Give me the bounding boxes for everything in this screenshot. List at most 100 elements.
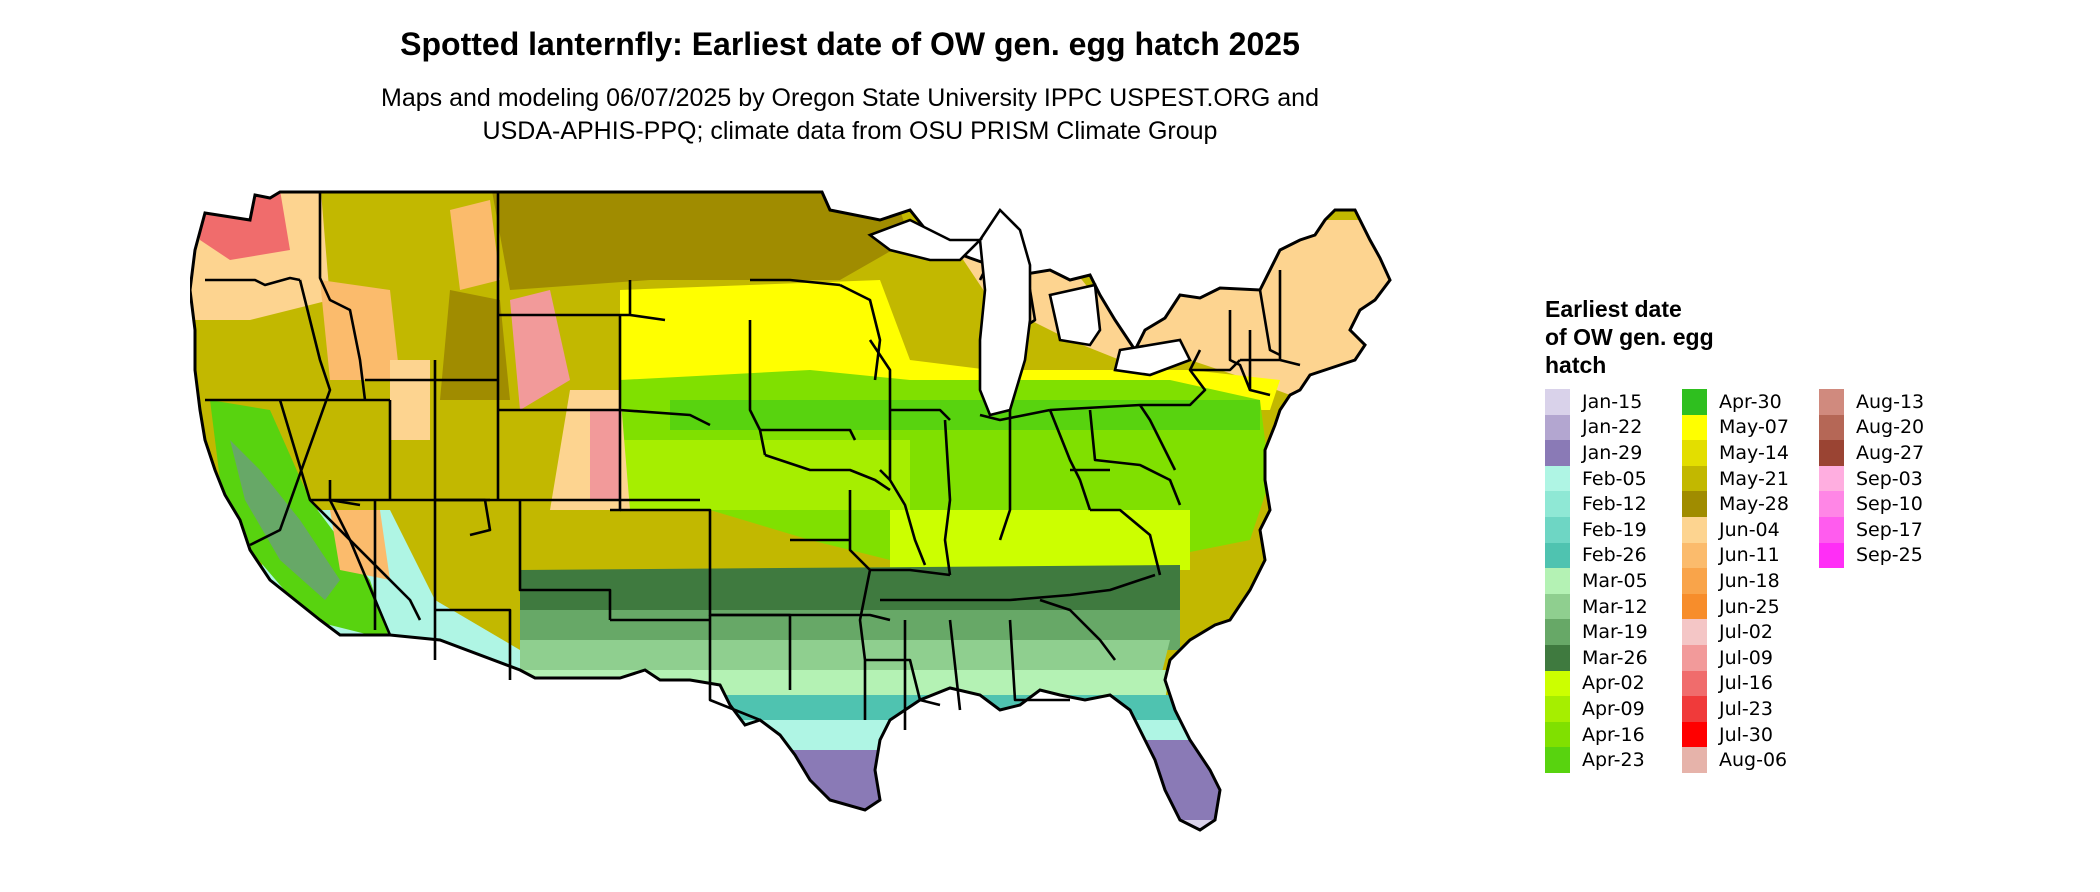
legend-label: Jul-16 bbox=[1719, 672, 1773, 695]
legend-item: Sep-10 bbox=[1819, 491, 1956, 517]
legend-item: May-21 bbox=[1682, 465, 1819, 492]
legend-swatch bbox=[1819, 389, 1844, 415]
legend-swatch bbox=[1545, 414, 1570, 441]
legend-label: Aug-13 bbox=[1856, 390, 1925, 413]
map-region bbox=[390, 360, 430, 440]
legend-item: Jan-15 bbox=[1545, 389, 1682, 415]
legend-swatch bbox=[1545, 440, 1570, 466]
legend-item: Jul-30 bbox=[1682, 721, 1819, 748]
legend-column: Jan-15 Jan-22 Jan-29 Feb-05 Feb-12 Feb-19 Feb-… bbox=[1545, 389, 1682, 773]
legend-label: Mar-12 bbox=[1582, 595, 1648, 618]
legend-swatch bbox=[1545, 516, 1570, 543]
legend-item: May-07 bbox=[1682, 414, 1819, 441]
legend-swatch bbox=[1682, 465, 1707, 492]
legend-label: Mar-26 bbox=[1582, 646, 1648, 669]
legend-item: Jun-04 bbox=[1682, 516, 1819, 543]
legend-swatch bbox=[1682, 542, 1707, 569]
legend-swatch bbox=[1682, 619, 1707, 645]
map-title: Spotted lanternfly: Earliest date of OW … bbox=[400, 26, 1300, 62]
legend-label: Sep-10 bbox=[1856, 493, 1923, 516]
map-region bbox=[620, 440, 910, 510]
legend-label: Mar-05 bbox=[1582, 569, 1648, 592]
map-region bbox=[890, 510, 1190, 570]
legend-label: May-21 bbox=[1719, 467, 1789, 490]
legend-swatch bbox=[1819, 465, 1844, 492]
map-region bbox=[1150, 820, 1220, 830]
map-region bbox=[440, 290, 510, 400]
legend-swatch bbox=[1545, 542, 1570, 569]
legend-swatch bbox=[1545, 696, 1570, 722]
legend-swatch bbox=[1819, 440, 1844, 466]
legend-item: Sep-25 bbox=[1819, 542, 1956, 569]
legend-swatch bbox=[1819, 516, 1844, 543]
legend-label: Aug-27 bbox=[1856, 441, 1925, 464]
legend-item: Jul-16 bbox=[1682, 670, 1819, 697]
legend-label: Apr-16 bbox=[1582, 723, 1645, 746]
legend-swatch bbox=[1682, 644, 1707, 671]
legend-swatch bbox=[1682, 389, 1707, 415]
legend-label: May-28 bbox=[1719, 493, 1789, 516]
legend-label: Jul-02 bbox=[1719, 621, 1773, 644]
legend-item: Feb-05 bbox=[1545, 465, 1682, 492]
legend-label: Jan-22 bbox=[1582, 416, 1643, 439]
legend: Earliest date of OW gen. egg hatch Jan-1… bbox=[1545, 295, 1956, 773]
us-phenology-map bbox=[190, 190, 1392, 832]
legend-title: Earliest date of OW gen. egg hatch bbox=[1545, 295, 1956, 379]
legend-swatch bbox=[1682, 440, 1707, 466]
legend-label: Feb-12 bbox=[1582, 493, 1647, 516]
legend-swatch bbox=[1682, 721, 1707, 748]
legend-columns: Jan-15 Jan-22 Jan-29 Feb-05 Feb-12 Feb-19 Feb-… bbox=[1545, 389, 1956, 773]
subtitle-line-1: Maps and modeling 06/07/2025 by Oregon S… bbox=[381, 84, 1319, 112]
legend-item: Sep-03 bbox=[1819, 465, 1956, 492]
map-region bbox=[230, 440, 340, 600]
legend-swatch bbox=[1682, 670, 1707, 697]
map-region bbox=[590, 410, 620, 500]
legend-label: Jun-11 bbox=[1719, 544, 1780, 567]
legend-item: Apr-02 bbox=[1545, 670, 1682, 697]
legend-item: Jun-11 bbox=[1682, 542, 1819, 569]
legend-item: Jan-29 bbox=[1545, 440, 1682, 466]
legend-title-line: of OW gen. egg bbox=[1545, 324, 1714, 350]
legend-label: May-07 bbox=[1719, 416, 1789, 439]
legend-label: Jun-04 bbox=[1719, 518, 1780, 541]
legend-item: Aug-13 bbox=[1819, 389, 1956, 415]
legend-label: Mar-19 bbox=[1582, 621, 1648, 644]
legend-swatch bbox=[1819, 542, 1844, 569]
legend-item: Aug-20 bbox=[1819, 414, 1956, 441]
legend-item: Jun-25 bbox=[1682, 593, 1819, 620]
legend-item: Jul-09 bbox=[1682, 644, 1819, 671]
legend-item: Apr-23 bbox=[1545, 747, 1682, 773]
legend-item: Mar-05 bbox=[1545, 568, 1682, 594]
map-subtitle: Maps and modeling 06/07/2025 by Oregon S… bbox=[0, 82, 1700, 148]
legend-swatch bbox=[1545, 619, 1570, 645]
legend-swatch bbox=[1682, 696, 1707, 722]
legend-label: May-14 bbox=[1719, 441, 1789, 464]
legend-label: Jun-25 bbox=[1719, 595, 1780, 618]
legend-swatch bbox=[1682, 747, 1707, 773]
legend-swatch bbox=[1682, 568, 1707, 594]
legend-label: Feb-19 bbox=[1582, 518, 1647, 541]
legend-swatch bbox=[1545, 670, 1570, 697]
map-region bbox=[450, 200, 500, 290]
legend-label: Apr-02 bbox=[1582, 672, 1645, 695]
legend-item: May-14 bbox=[1682, 440, 1819, 466]
legend-column: Apr-30 May-07 May-14 May-21 May-28 Jun-04 Jun-… bbox=[1682, 389, 1819, 773]
map-region bbox=[510, 290, 570, 410]
legend-item: Feb-26 bbox=[1545, 542, 1682, 569]
legend-column: Aug-13 Aug-20 Aug-27 Sep-03 Sep-10 Sep-17 Sep-… bbox=[1819, 389, 1956, 773]
legend-label: Aug-20 bbox=[1856, 416, 1925, 439]
legend-item: Apr-09 bbox=[1545, 696, 1682, 722]
legend-title-line: hatch bbox=[1545, 352, 1607, 378]
legend-label: Sep-25 bbox=[1856, 544, 1923, 567]
legend-label: Apr-30 bbox=[1719, 390, 1782, 413]
legend-label: Jul-30 bbox=[1719, 723, 1773, 746]
legend-swatch bbox=[1682, 414, 1707, 441]
legend-swatch bbox=[1545, 568, 1570, 594]
legend-item: Mar-12 bbox=[1545, 593, 1682, 620]
legend-label: Feb-05 bbox=[1582, 467, 1647, 490]
legend-swatch bbox=[1682, 593, 1707, 620]
legend-swatch bbox=[1819, 491, 1844, 517]
legend-label: Apr-09 bbox=[1582, 697, 1645, 720]
legend-swatch bbox=[1545, 465, 1570, 492]
subtitle-line-2: USDA-APHIS-PPQ; climate data from OSU PR… bbox=[482, 117, 1218, 145]
